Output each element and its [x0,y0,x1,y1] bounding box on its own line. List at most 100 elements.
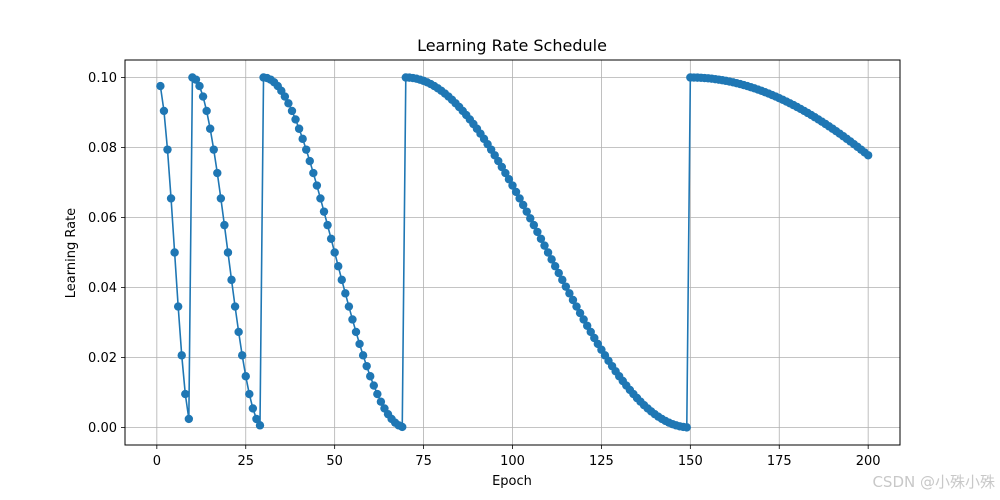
y-tick-label: 0.06 [88,211,117,226]
data-point [540,241,549,250]
data-point [682,423,691,432]
data-point [280,92,290,101]
data-point [522,207,531,216]
data-point [497,162,507,172]
data-point [547,255,556,264]
data-point [504,175,514,184]
data-point [337,275,346,285]
data-point [323,220,332,230]
data-point [191,75,201,84]
data-point [543,248,553,257]
x-tick-label: 175 [767,454,792,469]
data-point [302,145,311,154]
data-point [526,214,535,223]
data-point [181,389,190,399]
data-point [355,339,364,349]
x-tick-label: 125 [589,454,614,469]
data-point [579,315,588,324]
x-axis-ticks: 0 25 50 75 100 125 150 175 200 [153,445,881,469]
data-point [561,282,571,291]
data-point [255,421,265,430]
data-point [515,194,524,203]
data-point [170,248,179,257]
data-point [533,227,542,237]
x-tick-label: 50 [326,454,343,469]
data-point [351,327,361,337]
series-learning-rate [156,73,873,432]
y-tick-label: 0.02 [88,351,117,366]
data-point [565,289,574,298]
data-point [202,106,211,116]
data-point [220,220,229,230]
x-tick-label: 100 [500,454,525,469]
data-point [223,248,233,257]
data-point [230,302,240,311]
data-point [501,168,510,178]
x-axis-label: Epoch [492,474,532,489]
data-point [291,115,300,124]
data-point [568,295,578,305]
data-point [508,181,517,190]
x-tick-label: 150 [678,454,703,469]
data-point [184,414,194,424]
y-tick-label: 0.04 [88,281,117,296]
x-tick-label: 75 [415,454,432,469]
y-axis-label: Learning Rate [64,208,79,298]
data-point [358,351,368,360]
y-tick-label: 0.10 [88,71,117,86]
data-point [536,234,546,243]
data-point [558,275,567,285]
x-tick-label: 0 [153,454,161,469]
data-point [173,302,183,311]
data-point [159,106,169,116]
data-point [309,168,318,178]
data-point [586,327,595,337]
data-point [163,145,172,154]
data-point [330,248,339,257]
data-point [305,156,314,166]
data-point [582,321,592,330]
data-point [529,220,539,230]
y-tick-label: 0.00 [88,421,117,436]
data-point [554,268,563,278]
data-point [572,302,581,311]
y-axis-ticks: 0.00 0.02 0.04 0.06 0.08 0.10 [88,71,125,436]
data-point [287,106,297,116]
data-point [863,151,873,160]
y-tick-label: 0.08 [88,141,117,156]
data-point [398,422,407,432]
data-point [344,302,354,311]
data-point [195,81,204,91]
data-point [362,361,371,371]
data-point [334,262,343,271]
data-point [373,389,382,399]
data-point [298,134,307,144]
data-point [376,397,386,406]
data-point [205,124,215,133]
data-point [252,414,261,424]
data-point [241,372,250,381]
data-point [316,194,325,203]
data-point [245,389,254,399]
x-tick-label: 200 [856,454,881,469]
data-point [198,92,208,101]
data-point [341,289,350,298]
chart-title: Learning Rate Schedule [417,36,607,55]
data-point [312,181,322,190]
watermark-text: CSDN @小殊小殊 [872,473,995,491]
data-point [319,207,329,216]
data-point [518,200,528,210]
data-point [209,145,218,154]
data-point [237,351,247,360]
data-point [248,404,258,413]
data-point [177,351,186,360]
data-point [511,187,521,197]
grid-lines [125,60,900,445]
data-point [213,168,222,178]
data-point [227,275,236,285]
data-point [369,381,378,390]
data-point [348,315,357,324]
x-tick-label: 25 [237,454,254,469]
